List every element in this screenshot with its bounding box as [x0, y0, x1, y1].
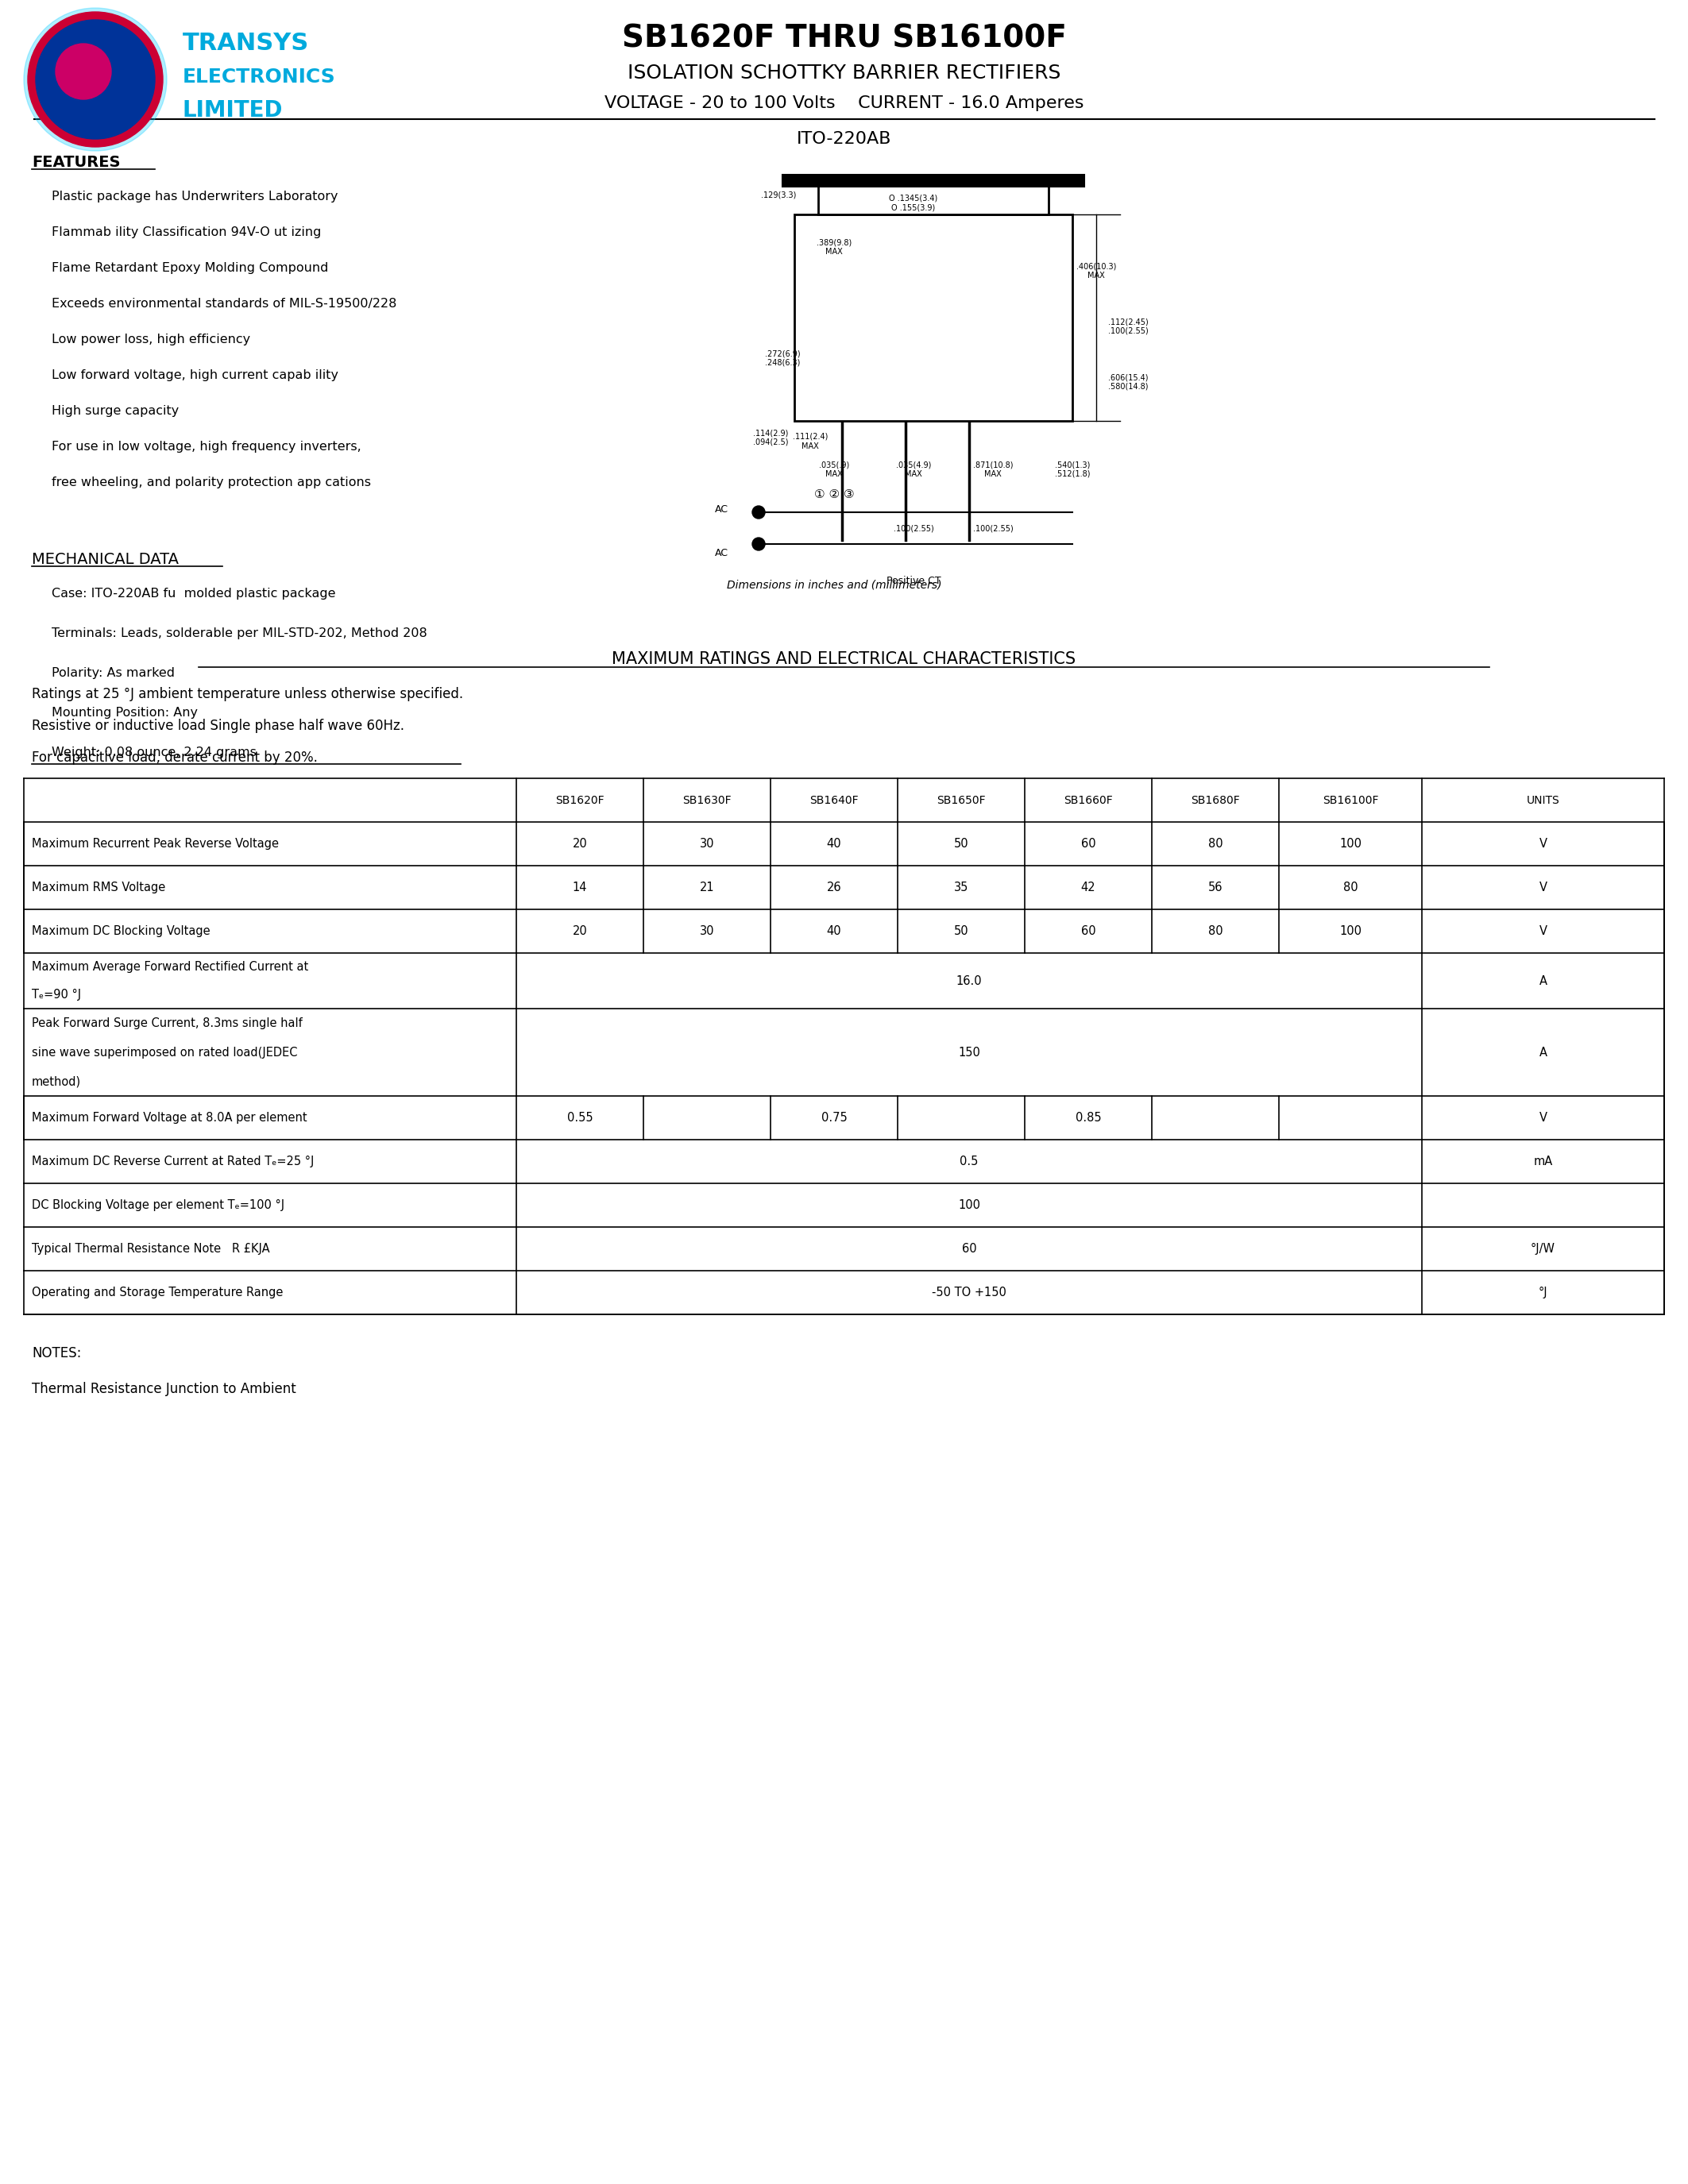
Text: 50: 50: [954, 839, 969, 850]
Text: mA: mA: [1533, 1155, 1553, 1168]
Text: .035(4.9)
MAX: .035(4.9) MAX: [896, 461, 932, 478]
Text: TRANSYS: TRANSYS: [182, 33, 309, 55]
Text: °J: °J: [1538, 1286, 1548, 1299]
Text: MAXIMUM RATINGS AND ELECTRICAL CHARACTERISTICS: MAXIMUM RATINGS AND ELECTRICAL CHARACTER…: [613, 651, 1075, 666]
Text: ELECTRONICS: ELECTRONICS: [182, 68, 336, 87]
Text: °J/W: °J/W: [1531, 1243, 1555, 1256]
Text: .871(10.8)
MAX: .871(10.8) MAX: [972, 461, 1013, 478]
Text: SB1620F THRU SB16100F: SB1620F THRU SB16100F: [621, 24, 1067, 55]
Circle shape: [753, 537, 765, 550]
Text: .100(2.55): .100(2.55): [893, 524, 933, 533]
Text: Exceeds environmental standards of MIL-S-19500/228: Exceeds environmental standards of MIL-S…: [52, 297, 397, 310]
Text: 40: 40: [827, 926, 841, 937]
Text: Dimensions in inches and (millimeters): Dimensions in inches and (millimeters): [726, 579, 942, 592]
Text: -50 TO +150: -50 TO +150: [932, 1286, 1006, 1299]
Text: Low power loss, high efficiency: Low power loss, high efficiency: [52, 334, 250, 345]
Circle shape: [27, 11, 162, 146]
Text: Flame Retardant Epoxy Molding Compound: Flame Retardant Epoxy Molding Compound: [52, 262, 329, 273]
Text: Low forward voltage, high current capab ility: Low forward voltage, high current capab …: [52, 369, 338, 382]
Text: Maximum DC Reverse Current at Rated Tₑ=25 °J: Maximum DC Reverse Current at Rated Tₑ=2…: [32, 1155, 314, 1168]
Text: V: V: [1539, 926, 1546, 937]
Text: 40: 40: [827, 839, 841, 850]
Text: 30: 30: [699, 839, 714, 850]
Text: SB1660F: SB1660F: [1063, 795, 1112, 806]
Text: Ratings at 25 °J ambient temperature unless otherwise specified.: Ratings at 25 °J ambient temperature unl…: [32, 688, 463, 701]
Text: Polarity: As marked: Polarity: As marked: [52, 666, 176, 679]
Text: .100(2.55): .100(2.55): [972, 524, 1013, 533]
Circle shape: [35, 20, 155, 140]
Text: .035(.9)
MAX: .035(.9) MAX: [819, 461, 849, 478]
Text: Case: ITO-220AB fu  molded plastic package: Case: ITO-220AB fu molded plastic packag…: [52, 587, 336, 601]
Text: 100: 100: [959, 1199, 981, 1212]
Text: VOLTAGE - 20 to 100 Volts    CURRENT - 16.0 Amperes: VOLTAGE - 20 to 100 Volts CURRENT - 16.0…: [604, 96, 1084, 111]
Text: 60: 60: [1080, 926, 1096, 937]
Text: AC: AC: [716, 505, 729, 515]
Text: 0.75: 0.75: [820, 1112, 847, 1125]
Text: ITO-220AB: ITO-220AB: [797, 131, 891, 146]
Text: 14: 14: [572, 882, 587, 893]
Text: Resistive or inductive load Single phase half wave 60Hz.: Resistive or inductive load Single phase…: [32, 719, 405, 734]
Bar: [795, 214, 1072, 422]
Text: 0.55: 0.55: [567, 1112, 592, 1125]
Text: 0.85: 0.85: [1075, 1112, 1101, 1125]
Text: 50: 50: [954, 926, 969, 937]
Text: V: V: [1539, 1112, 1546, 1125]
Text: .406(10.3)
MAX: .406(10.3) MAX: [1077, 262, 1116, 280]
Text: ① ② ③: ① ② ③: [814, 489, 854, 500]
Text: A: A: [1539, 974, 1546, 987]
Text: sine wave superimposed on rated load(JEDEC: sine wave superimposed on rated load(JED…: [32, 1046, 297, 1059]
Text: V: V: [1539, 839, 1546, 850]
Text: 21: 21: [699, 882, 714, 893]
Text: Thermal Resistance Junction to Ambient: Thermal Resistance Junction to Ambient: [32, 1382, 295, 1396]
Text: 16.0: 16.0: [955, 974, 982, 987]
Circle shape: [898, 282, 969, 354]
Text: 60: 60: [1080, 839, 1096, 850]
Text: SB1630F: SB1630F: [682, 795, 731, 806]
Text: ISOLATION SCHOTTKY BARRIER RECTIFIERS: ISOLATION SCHOTTKY BARRIER RECTIFIERS: [628, 63, 1060, 83]
Text: SB1650F: SB1650F: [937, 795, 986, 806]
Text: 100: 100: [1339, 926, 1362, 937]
Text: SB16100F: SB16100F: [1322, 795, 1379, 806]
Text: O .1345(3.4)
O .155(3.9): O .1345(3.4) O .155(3.9): [890, 194, 939, 212]
Text: Flammab ility Classification 94V-O ut izing: Flammab ility Classification 94V-O ut iz…: [52, 227, 321, 238]
Text: SB1680F: SB1680F: [1190, 795, 1241, 806]
Text: 35: 35: [954, 882, 969, 893]
Text: For use in low voltage, high frequency inverters,: For use in low voltage, high frequency i…: [52, 441, 361, 452]
Text: 20: 20: [572, 839, 587, 850]
Bar: [819, 183, 1048, 214]
Text: 26: 26: [827, 882, 841, 893]
Text: DC Blocking Voltage per element Tₑ=100 °J: DC Blocking Voltage per element Tₑ=100 °…: [32, 1199, 285, 1212]
Text: Operating and Storage Temperature Range: Operating and Storage Temperature Range: [32, 1286, 284, 1299]
Text: 56: 56: [1209, 882, 1222, 893]
Text: Maximum Average Forward Rectified Current at: Maximum Average Forward Rectified Curren…: [32, 961, 309, 972]
Text: Mounting Position: Any: Mounting Position: Any: [52, 708, 197, 719]
Text: .389(9.8)
MAX: .389(9.8) MAX: [817, 238, 852, 256]
Text: Terminals: Leads, solderable per MIL-STD-202, Method 208: Terminals: Leads, solderable per MIL-STD…: [52, 627, 427, 640]
Text: .114(2.9)
.094(2.5): .114(2.9) .094(2.5): [753, 428, 788, 446]
Text: .111(2.4)
MAX: .111(2.4) MAX: [793, 432, 827, 450]
Text: 80: 80: [1344, 882, 1357, 893]
Text: V: V: [1539, 882, 1546, 893]
Text: Peak Forward Surge Current, 8.3ms single half: Peak Forward Surge Current, 8.3ms single…: [32, 1018, 302, 1029]
Text: Maximum DC Blocking Voltage: Maximum DC Blocking Voltage: [32, 926, 211, 937]
Bar: [783, 175, 1084, 186]
Text: Weight: 0.08 ounce, 2.24 grams: Weight: 0.08 ounce, 2.24 grams: [52, 747, 257, 758]
Text: 20: 20: [572, 926, 587, 937]
Text: For capacitive load, derate current by 20%.: For capacitive load, derate current by 2…: [32, 751, 317, 764]
Text: 80: 80: [1209, 839, 1222, 850]
Text: FEATURES: FEATURES: [32, 155, 120, 170]
Text: UNITS: UNITS: [1526, 795, 1560, 806]
Text: method): method): [32, 1075, 81, 1088]
Text: 30: 30: [699, 926, 714, 937]
Text: LIMITED: LIMITED: [182, 98, 284, 122]
Text: SB1620F: SB1620F: [555, 795, 604, 806]
Text: .112(2.45)
.100(2.55): .112(2.45) .100(2.55): [1107, 317, 1148, 334]
Text: 150: 150: [959, 1046, 981, 1059]
Text: SB1640F: SB1640F: [810, 795, 859, 806]
Text: free wheeling, and polarity protection app cations: free wheeling, and polarity protection a…: [52, 476, 371, 489]
Text: Positive CT: Positive CT: [886, 577, 940, 585]
Text: Maximum Forward Voltage at 8.0A per element: Maximum Forward Voltage at 8.0A per elem…: [32, 1112, 307, 1125]
Text: 42: 42: [1080, 882, 1096, 893]
Text: A: A: [1539, 1046, 1546, 1059]
Text: Plastic package has Underwriters Laboratory: Plastic package has Underwriters Laborat…: [52, 190, 338, 203]
